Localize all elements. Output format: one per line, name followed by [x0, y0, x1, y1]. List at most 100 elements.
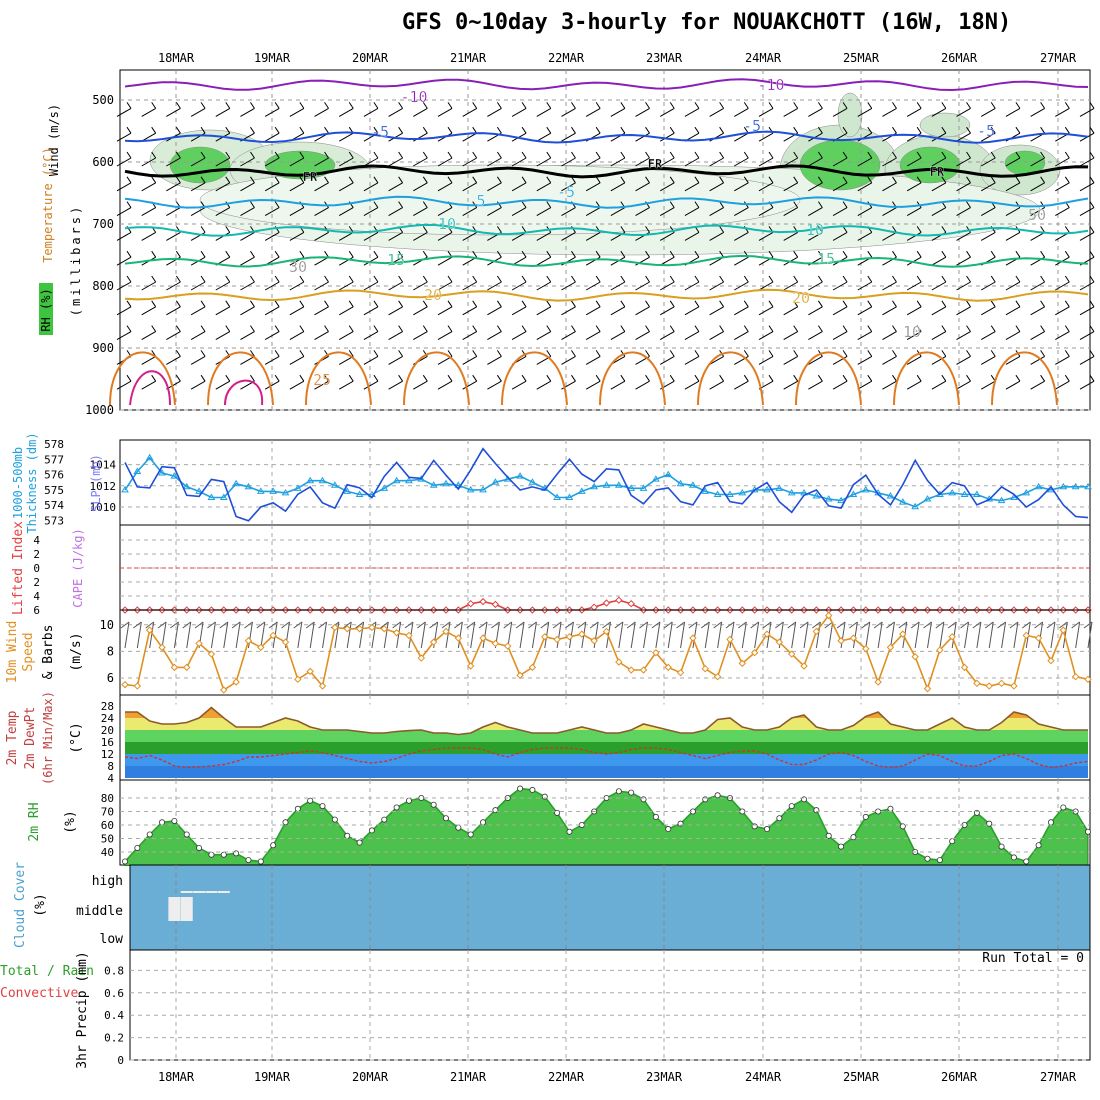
temp2m-tick-4: 4 — [107, 772, 114, 785]
cape-label: CAPE (J/kg) — [71, 528, 85, 607]
temp2m-line — [125, 706, 1088, 736]
thickness-point — [1034, 482, 1043, 490]
wind-barb — [437, 107, 453, 117]
wind-barb-flag — [225, 250, 231, 258]
wind-barb-flag — [768, 275, 774, 283]
wind-barb-flag — [867, 250, 873, 258]
wind-barb — [511, 331, 527, 341]
rh2m-point — [393, 804, 400, 811]
temp2m-tick-8: 8 — [107, 760, 114, 773]
wind-barb-flag — [373, 325, 379, 332]
rh2m-point — [455, 824, 462, 831]
wind-barb-flag — [151, 176, 157, 184]
wind-barb-flag — [867, 126, 873, 134]
thickness-point — [306, 476, 315, 484]
wind10m-label-b: Speed — [21, 632, 36, 671]
thickness-point — [1059, 482, 1068, 490]
wind-barb — [734, 380, 749, 390]
slp-line — [124, 447, 1089, 522]
wind-barb — [635, 306, 650, 316]
wind-barb-flag — [1089, 325, 1095, 332]
wind10m-speed-point — [862, 645, 870, 653]
wind-barb-flag — [373, 275, 379, 283]
wind-barb — [437, 281, 453, 291]
wind10m-barb-flag — [342, 621, 352, 629]
wind-barb-flag — [274, 176, 280, 184]
wind-barb-flag — [472, 350, 478, 357]
cloud-label: Cloud Cover — [13, 862, 28, 948]
wind10m-speed-point — [553, 635, 561, 644]
wind-barb — [1005, 331, 1021, 341]
thickness-point — [997, 496, 1006, 504]
wind-barb — [166, 157, 181, 167]
wind-barb — [758, 231, 774, 241]
date-label-top-27MAR: 27MAR — [1040, 51, 1077, 65]
pressure-tick-1000: 1000 — [85, 403, 114, 417]
thickness-point — [948, 488, 957, 496]
wind-barb-flag — [990, 126, 996, 134]
wind-barb-flag — [324, 325, 329, 332]
wind-barb-flag — [422, 226, 428, 233]
wind-barb — [116, 256, 132, 266]
precip-convective-label: Convective — [0, 986, 78, 1001]
wind-barb — [1030, 231, 1045, 241]
wind-barb-flag — [743, 102, 749, 109]
wind-barb-flag — [842, 126, 848, 134]
isotherm-25-loop-8 — [893, 351, 960, 406]
isotherm-5 — [124, 195, 1089, 209]
wind-barb-flag — [126, 325, 132, 332]
wind-barb-flag — [175, 325, 181, 332]
wind-barb-flag — [817, 275, 823, 283]
thickness-tick-578: 578 — [44, 438, 64, 451]
wind-barb — [487, 380, 502, 390]
date-label-top-18MAR: 18MAR — [158, 51, 195, 65]
rh2m-point — [331, 816, 338, 823]
wind-barb — [1079, 157, 1095, 167]
slp-tick-1010: 1010 — [90, 501, 117, 514]
isotherm-25-loop-1 — [207, 351, 274, 406]
wind-barb-flag — [472, 151, 478, 159]
wind-barb — [684, 182, 700, 192]
pressure-tick-900: 900 — [92, 341, 114, 355]
wind-barb-flag — [620, 325, 626, 332]
wind10m-barb-flag — [244, 621, 253, 629]
wind-barb-flag — [200, 250, 206, 258]
wind-barb-flag — [1064, 250, 1070, 258]
wind-barb-flag — [447, 151, 453, 159]
wind10m-barb-flag — [626, 621, 636, 629]
wind-barb-flag — [892, 176, 897, 184]
wind-barb-flag — [324, 102, 329, 109]
wind10m-barb-flag — [318, 621, 327, 629]
rh2m-point — [307, 797, 314, 804]
wind-barb — [289, 157, 305, 167]
wind-barb-flag — [1089, 374, 1095, 382]
thickness-tick-575: 575 — [44, 484, 64, 497]
wind-barb — [511, 207, 527, 217]
wind10m-speed-point — [528, 663, 537, 672]
contour-label: 10 — [903, 323, 921, 341]
rh2m-point — [665, 826, 672, 833]
wind10m-speed-point — [454, 634, 463, 642]
thickness-point — [355, 490, 364, 497]
wind-barb — [413, 331, 428, 341]
wind-barb-flag — [521, 176, 527, 184]
wind10m-speed-point — [676, 668, 685, 677]
wind-barb-flag — [842, 275, 848, 283]
wind-barb-flag — [496, 151, 502, 159]
wind-barb-flag — [1040, 300, 1046, 308]
wind-barb-flag — [546, 176, 552, 184]
wind-barb — [511, 281, 527, 291]
wind10m-barb-flag — [466, 621, 475, 629]
wind-barb — [462, 107, 477, 117]
wind-barb-flag — [743, 325, 749, 332]
thickness-tick-576: 576 — [44, 469, 64, 482]
wind-barb-flag — [1040, 102, 1046, 109]
wind10m-speed-point — [417, 654, 426, 662]
wind-barb-flag — [299, 275, 305, 283]
wind-barb-flag — [842, 102, 848, 109]
wind-barb-flag — [348, 250, 354, 258]
wind-barb — [709, 157, 724, 167]
wind-barb-flag — [867, 300, 873, 308]
wind-barb-flag — [1015, 126, 1021, 134]
wind-barb-flag — [274, 350, 280, 357]
